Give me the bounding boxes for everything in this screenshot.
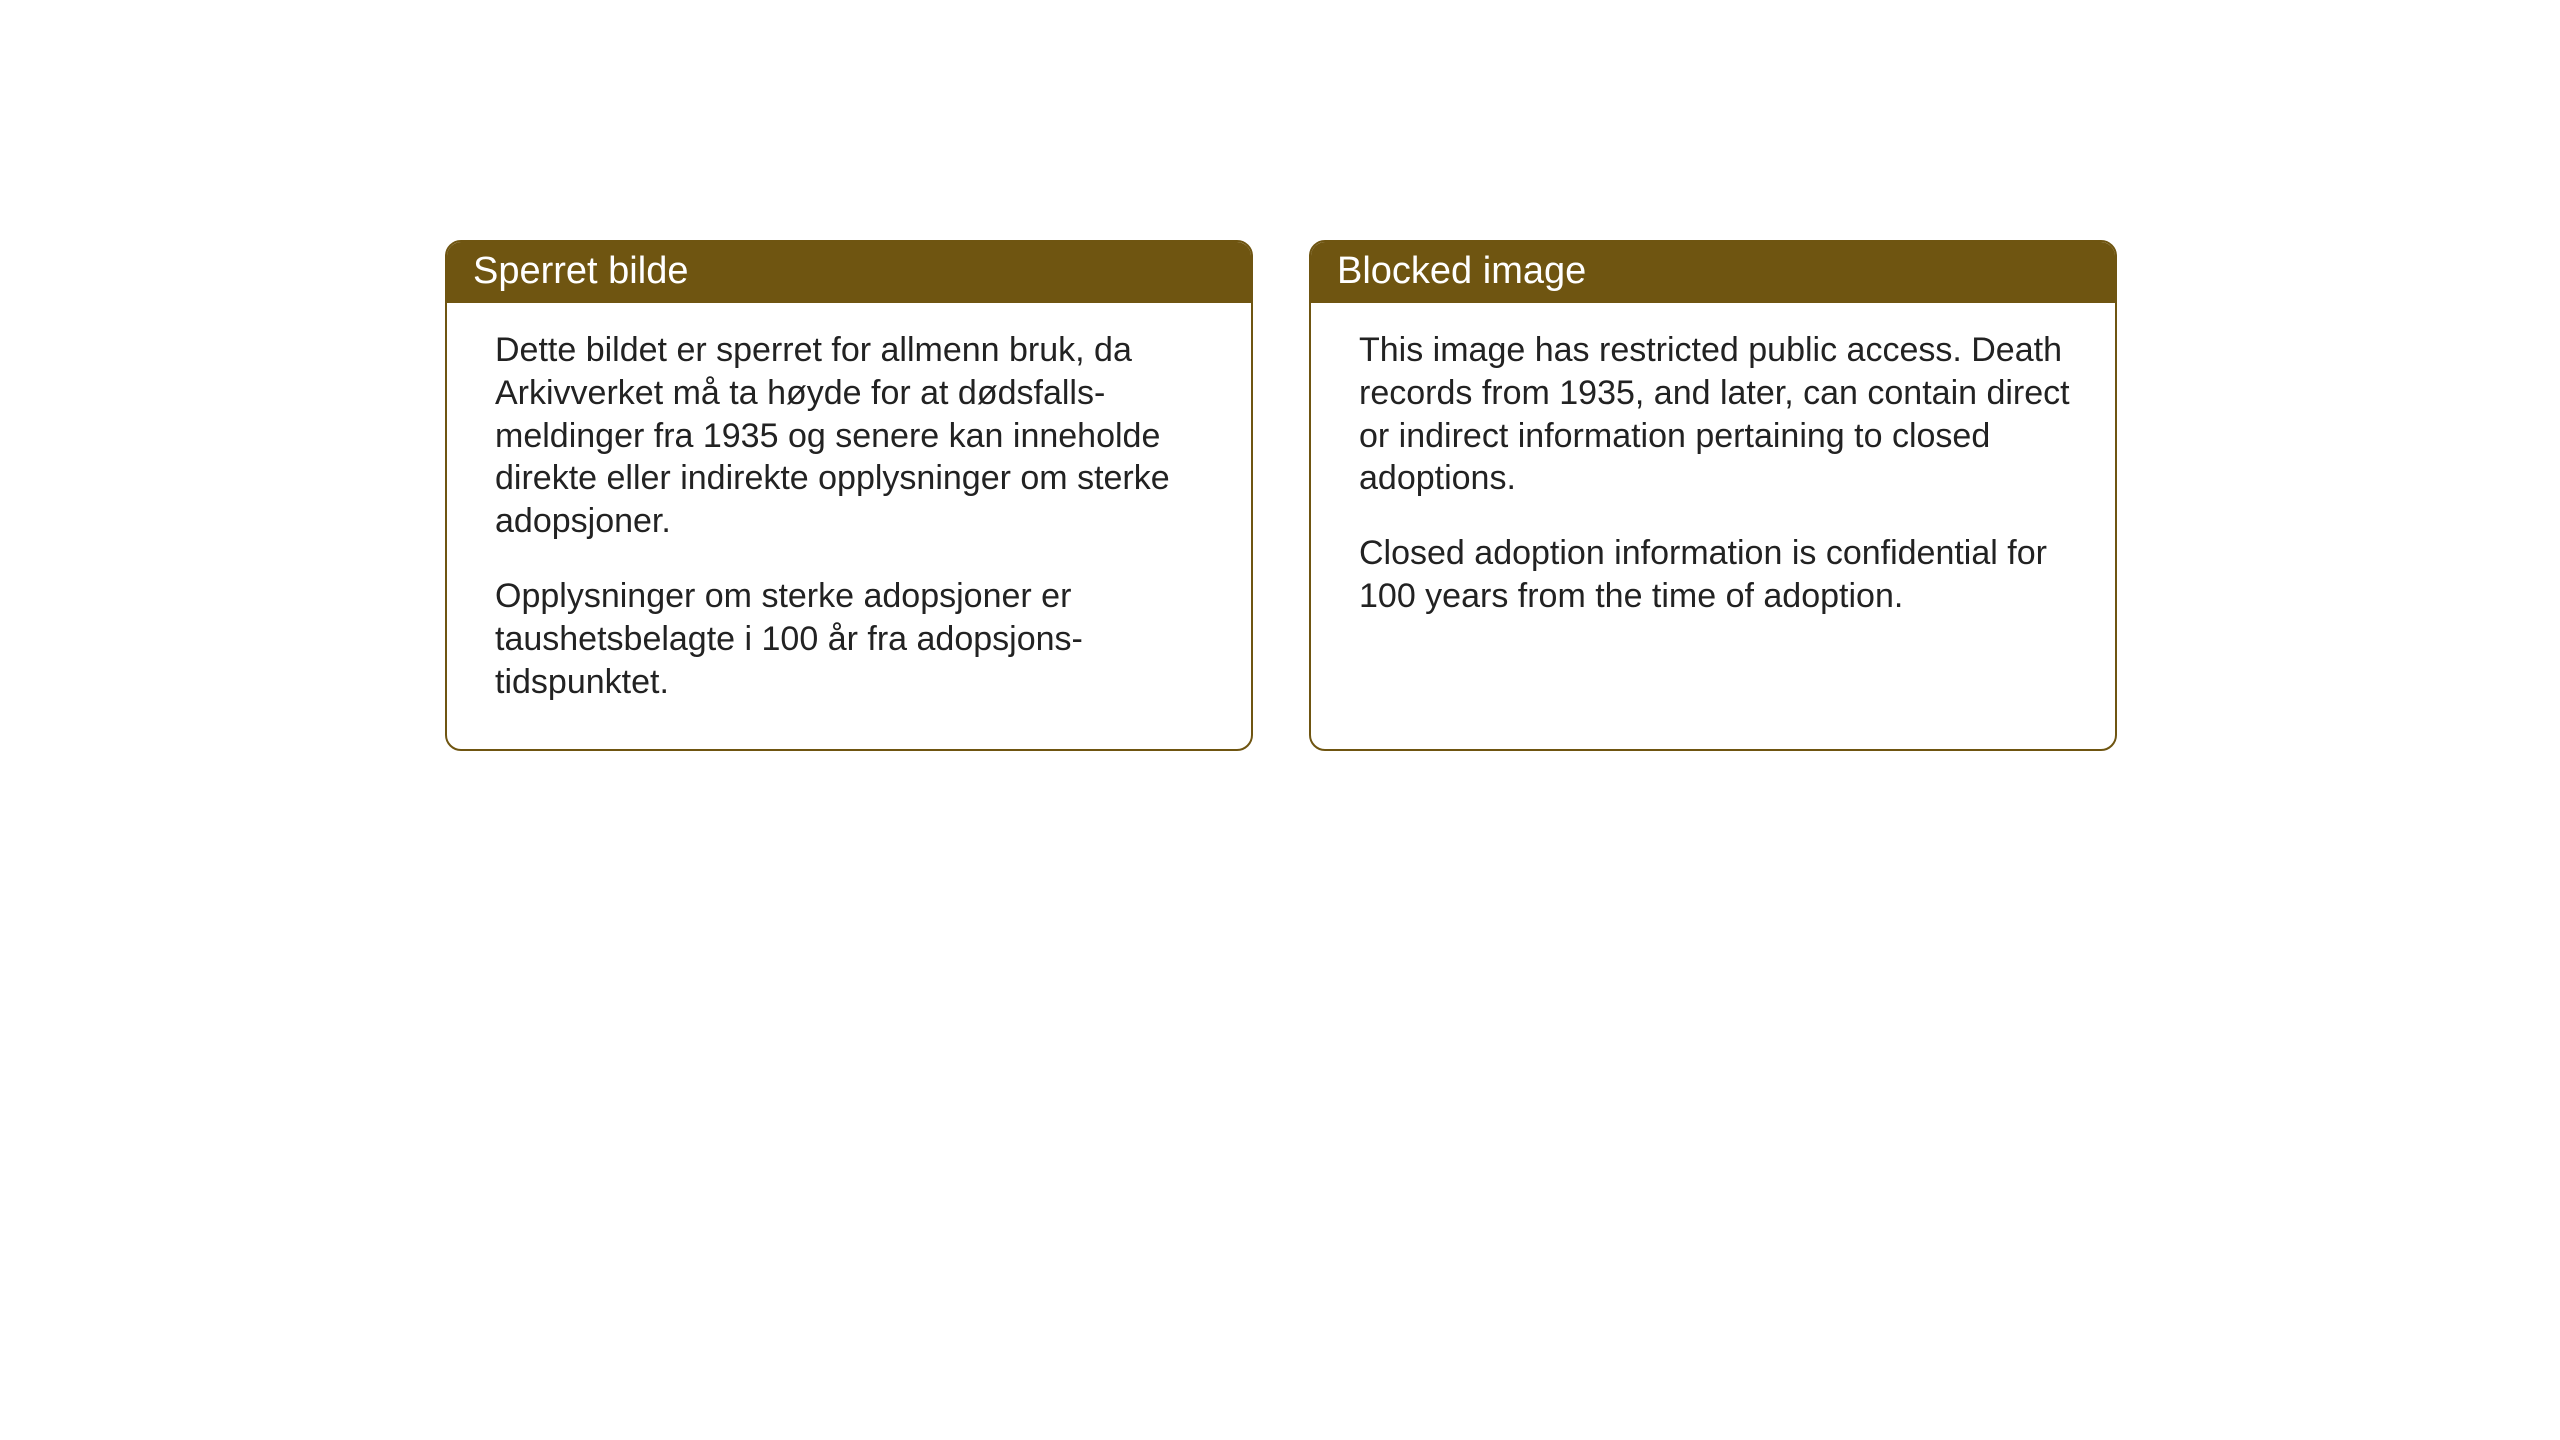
english-paragraph-1: This image has restricted public access.… xyxy=(1359,329,2075,500)
english-card-title: Blocked image xyxy=(1311,242,2115,303)
norwegian-card-title: Sperret bilde xyxy=(447,242,1251,303)
notice-container: Sperret bilde Dette bildet er sperret fo… xyxy=(0,0,2560,751)
english-notice-card: Blocked image This image has restricted … xyxy=(1309,240,2117,751)
norwegian-card-body: Dette bildet er sperret for allmenn bruk… xyxy=(447,303,1251,740)
norwegian-paragraph-2: Opplysninger om sterke adopsjoner er tau… xyxy=(495,575,1211,703)
english-card-body: This image has restricted public access.… xyxy=(1311,303,2115,654)
norwegian-paragraph-1: Dette bildet er sperret for allmenn bruk… xyxy=(495,329,1211,543)
norwegian-notice-card: Sperret bilde Dette bildet er sperret fo… xyxy=(445,240,1253,751)
english-paragraph-2: Closed adoption information is confident… xyxy=(1359,532,2075,618)
